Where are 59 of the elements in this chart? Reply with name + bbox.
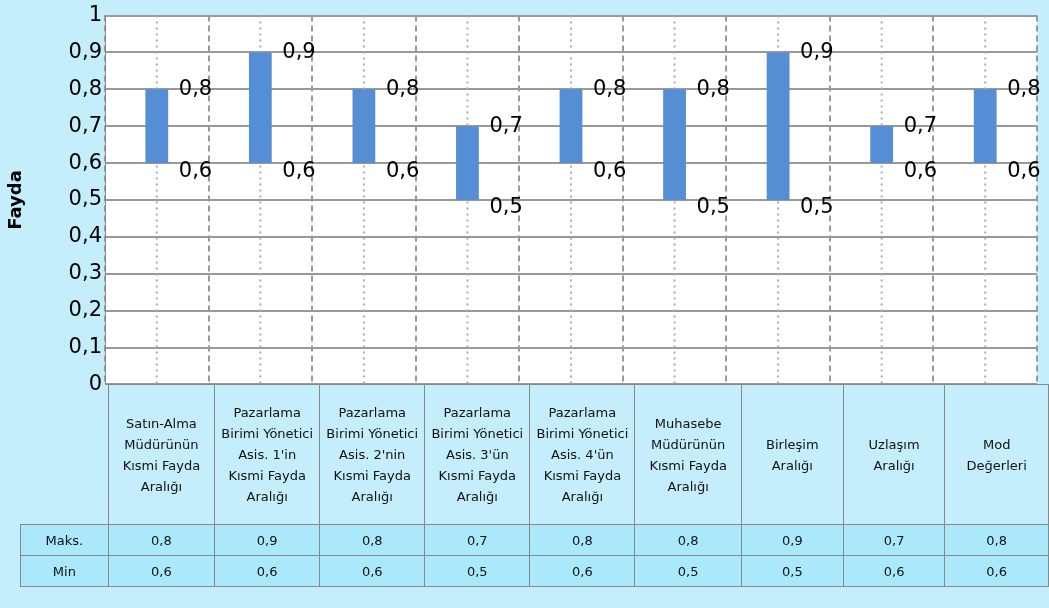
annotation: 0,5: [696, 194, 730, 219]
annotation: 0,6: [593, 157, 627, 182]
y-tick-label: 0,4: [68, 223, 102, 248]
x-tick-label: Pazarlama Birimi Yönetici Asis. 1'in Kısmi Fayda Aralığı: [214, 384, 320, 525]
text: 0,5: [781, 563, 803, 579]
y-axis-title: Fayda: [4, 170, 26, 230]
text: 0,9: [256, 532, 278, 548]
annotation: 0,6: [385, 157, 420, 182]
annotation: 0,9: [282, 38, 316, 63]
annotation: 0,6: [178, 157, 213, 182]
annotation: 0,5: [800, 194, 834, 219]
text: 0,8: [151, 532, 172, 548]
annotation: 0,7: [489, 112, 523, 137]
x-tick-label: Pazarlama Birimi Yönetici Asis. 4'ün Kısmi Fayda Aralığı: [529, 384, 635, 525]
annotation: 0,5: [489, 194, 523, 219]
x-tick-label: Pazarlama Birimi Yönetici Asis. 2'nin Kısmi Fayda Aralığı: [319, 384, 425, 525]
annotation: 0,8: [178, 75, 213, 100]
text: 0,9: [781, 532, 803, 548]
y-tick-label: 0: [88, 370, 102, 395]
y-tick-label: 1: [88, 2, 102, 27]
x-tick-label: Muhasebe Müdürünün Kısmi Fayda Aralığı: [634, 384, 742, 525]
annotation: 0,8: [696, 75, 730, 100]
x-tick-label: Birleşim Aralığı: [741, 384, 844, 525]
x-tick-label: Mod Değerleri: [944, 384, 1049, 525]
y-tick-label: 0,9: [68, 38, 102, 63]
y-tick-label: 0,6: [68, 149, 102, 174]
text: 0,8: [361, 532, 383, 548]
y-tick-label: 0,8: [68, 75, 102, 100]
text: 0,6: [361, 563, 383, 579]
text: 0,8: [986, 532, 1008, 548]
text: 0,6: [986, 563, 1008, 579]
text: 0,8: [572, 532, 593, 548]
annotation: 0,6: [903, 157, 938, 182]
text: 0,7: [466, 532, 488, 548]
x-tick-label: Pazarlama Birimi Yönetici Asis. 3'ün Kısmi Fayda Aralığı: [424, 384, 530, 525]
annotation: 0,8: [385, 75, 420, 100]
annotation: 0,8: [1007, 75, 1041, 100]
annotation: 0,9: [800, 38, 834, 63]
y-tick-label: 0,3: [68, 260, 102, 285]
text: 0,8: [677, 532, 699, 548]
text: 0,6: [151, 563, 172, 579]
text: Maks.: [20, 524, 109, 556]
x-tick-label: Uzlaşım Aralığı: [843, 384, 945, 525]
text: Min: [20, 555, 109, 587]
annotation: 0,6: [1007, 157, 1041, 182]
text: 0,5: [677, 563, 699, 579]
annotation: 0,8: [593, 75, 627, 100]
y-tick-label: 0,7: [68, 112, 102, 137]
annotation: 0,7: [903, 112, 938, 137]
text: 0,6: [256, 563, 278, 579]
text: 0,5: [466, 563, 488, 579]
y-tick-label: 0,2: [68, 297, 102, 322]
y-tick-label: 0,1: [68, 333, 102, 358]
text: 0,7: [883, 532, 905, 548]
y-tick-label: 0,5: [68, 186, 102, 211]
annotation: 0,6: [282, 157, 316, 182]
x-tick-label: Satın-Alma Müdürünün Kısmi Fayda Aralığı: [108, 384, 215, 525]
text: 0,6: [572, 563, 593, 579]
text: 0,6: [883, 563, 905, 579]
